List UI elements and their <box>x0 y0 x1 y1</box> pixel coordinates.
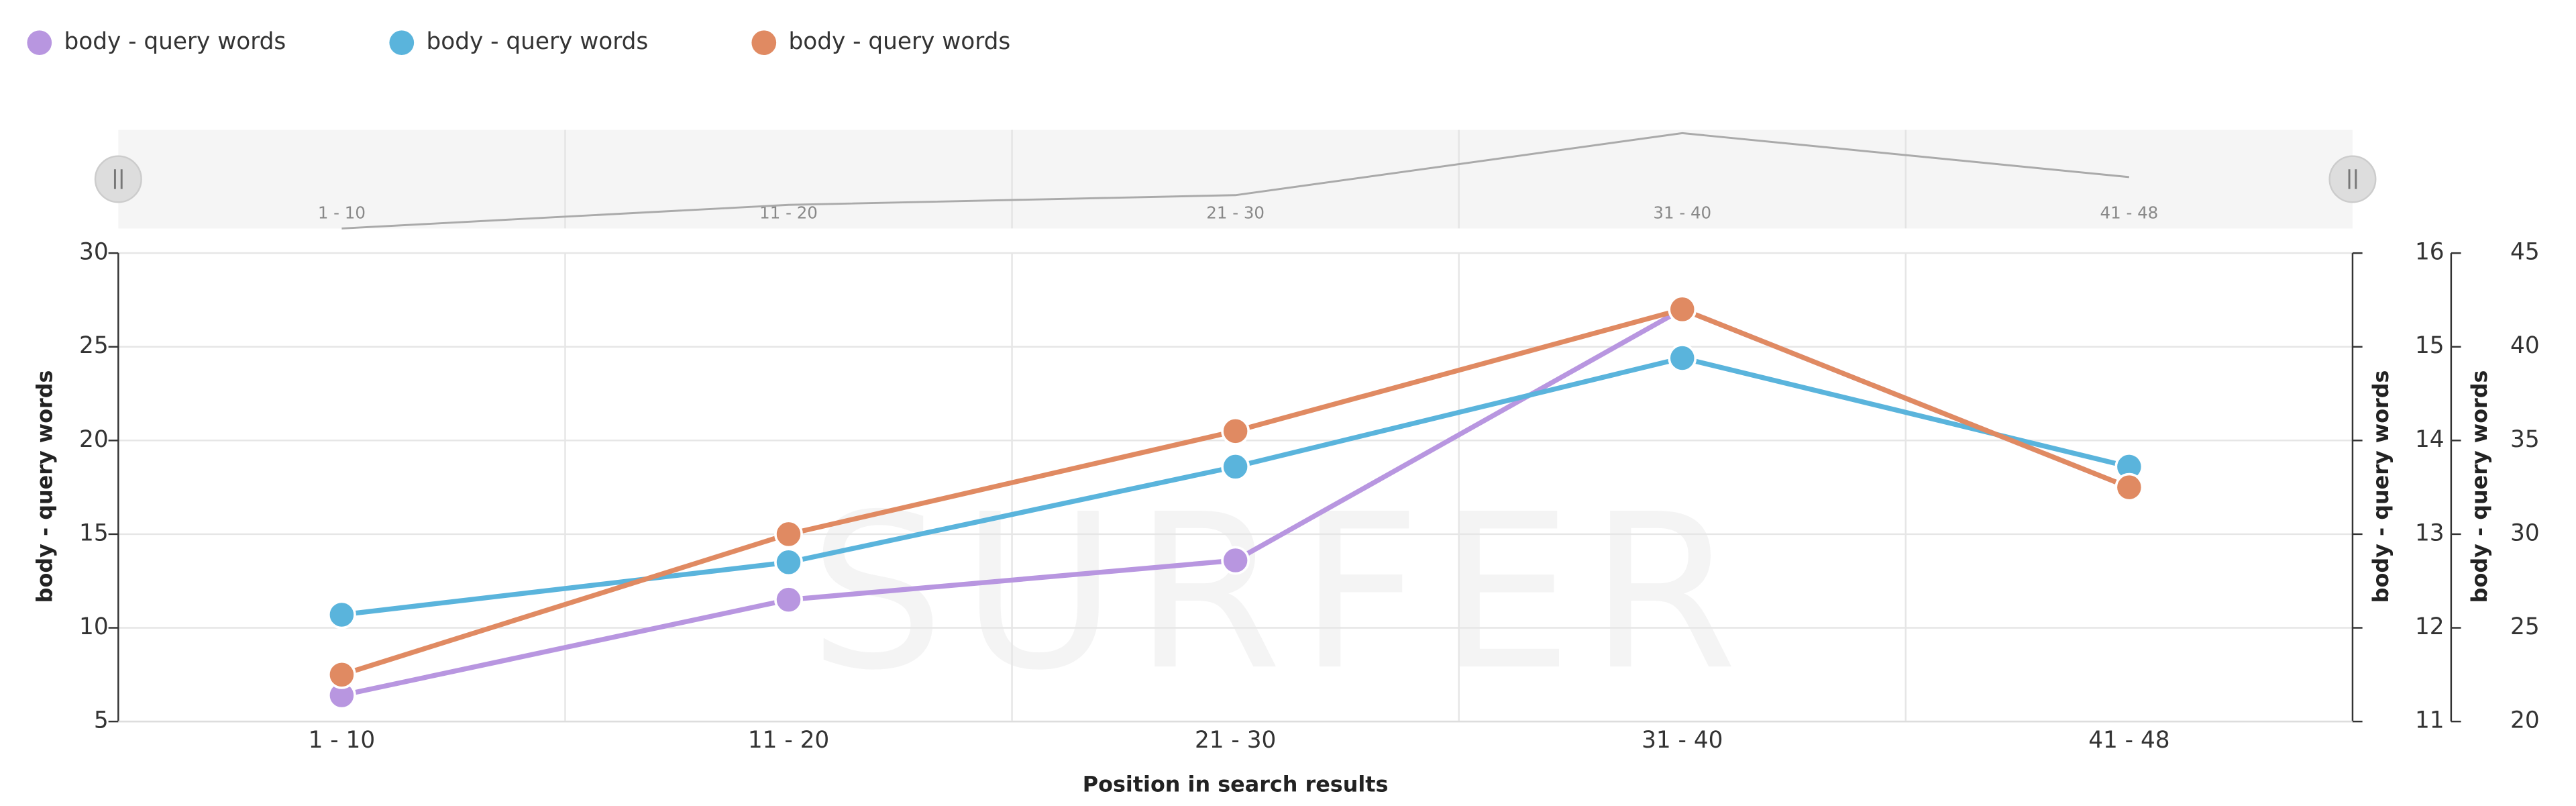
y2-tick-label: 14 <box>2415 426 2445 453</box>
point <box>2114 472 2144 502</box>
x-tick-label: 31 - 40 <box>1642 727 1723 754</box>
y-tick-label: 10 <box>79 613 109 640</box>
y2-tick-label: 15 <box>2415 332 2445 359</box>
point <box>774 585 803 615</box>
navigator-handle[interactable] <box>94 155 142 203</box>
legend-marker[interactable] <box>389 30 415 56</box>
navigator-handle[interactable] <box>2328 155 2377 203</box>
navigator-handle-grip <box>2348 169 2357 189</box>
legend-label[interactable]: body - query words <box>789 28 1011 55</box>
legend-marker[interactable] <box>751 30 777 56</box>
point <box>1221 546 1250 575</box>
navigator-label: 41 - 48 <box>2100 203 2159 222</box>
x-tick-label: 41 - 48 <box>2088 727 2169 754</box>
navigator-line <box>341 132 2130 230</box>
x-axis-title: Position in search results <box>1083 772 1389 797</box>
y-axis-title: body - query words <box>32 370 58 603</box>
navigator-label: 21 - 30 <box>1206 203 1265 222</box>
y-tick-label: 20 <box>79 426 109 453</box>
y2-tick-label: 13 <box>2415 519 2445 546</box>
point <box>1668 344 1697 372</box>
y3-axis-title: body - query words <box>2467 370 2492 603</box>
y3-tick-label: 30 <box>2510 519 2540 546</box>
navigator-handle-grip <box>113 169 123 189</box>
y2-tick-label: 16 <box>2415 239 2445 266</box>
y2-tick-label: 11 <box>2415 707 2445 734</box>
point <box>1221 416 1250 446</box>
navigator-background <box>118 130 2353 229</box>
legend-label[interactable]: body - query words <box>427 28 649 55</box>
navigator-label: 1 - 10 <box>318 203 366 222</box>
x-tick-label: 1 - 10 <box>309 727 376 754</box>
point <box>774 519 803 549</box>
legend-label[interactable]: body - query words <box>64 28 286 55</box>
point <box>774 548 803 577</box>
point <box>327 600 356 629</box>
point <box>327 660 356 689</box>
y-tick-label: 25 <box>79 332 109 359</box>
y3-tick-label: 20 <box>2510 707 2540 734</box>
point <box>1221 452 1250 481</box>
watermark: SURFER <box>809 468 1754 717</box>
y2-tick-label: 12 <box>2415 613 2445 640</box>
x-tick-label: 11 - 20 <box>748 727 829 754</box>
legend-marker[interactable] <box>27 30 52 56</box>
y3-tick-label: 25 <box>2510 613 2540 640</box>
y-tick-label: 30 <box>79 239 109 266</box>
navigator-label: 31 - 40 <box>1653 203 1711 222</box>
point <box>1668 295 1697 324</box>
y3-tick-label: 40 <box>2510 332 2540 359</box>
x-tick-label: 21 - 30 <box>1195 727 1276 754</box>
y-tick-label: 5 <box>94 707 109 734</box>
y3-tick-label: 45 <box>2510 239 2540 266</box>
y2-axis-title: body - query words <box>2368 370 2394 603</box>
y3-tick-label: 35 <box>2510 426 2540 453</box>
y-tick-label: 15 <box>79 519 109 546</box>
